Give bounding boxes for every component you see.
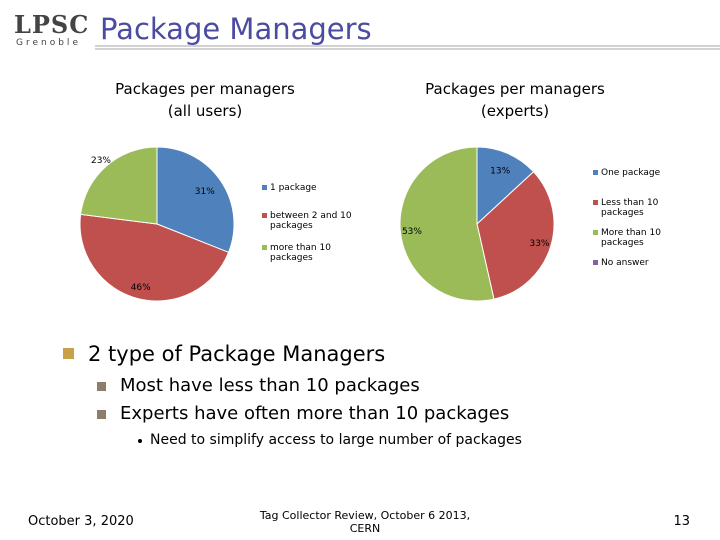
bullet-icon xyxy=(138,439,142,443)
legend-label: No answer xyxy=(601,258,649,268)
pie-slice xyxy=(156,146,235,253)
bullet-subsub: Need to simplify access to large number … xyxy=(150,432,522,448)
legend-label: between 2 and 10 packages xyxy=(270,211,352,231)
logo-sub: Grenoble xyxy=(16,38,81,48)
chart-title: Packages per managers xyxy=(115,80,295,98)
logo: LPSC xyxy=(14,10,90,39)
footer-center: CERN xyxy=(349,522,381,535)
data-label: 13% xyxy=(490,167,510,177)
legend-swatch xyxy=(262,213,267,218)
bullet-icon xyxy=(97,382,106,391)
legend-label: Less than 10 packages xyxy=(601,198,659,218)
chart-title: (experts) xyxy=(480,102,550,120)
bullet-sub: Experts have often more than 10 packages xyxy=(120,403,510,424)
legend-swatch xyxy=(262,245,267,250)
legend-label: 1 package xyxy=(270,183,317,193)
data-label: 23% xyxy=(91,156,111,166)
legend-swatch xyxy=(593,260,598,265)
pie-slice xyxy=(79,213,230,302)
legend-label: more than 10 packages xyxy=(270,243,331,263)
chart-title: (all users) xyxy=(167,102,243,120)
legend-swatch xyxy=(593,200,598,205)
legend-label: One package xyxy=(601,168,661,178)
pie-slice xyxy=(399,146,495,302)
footer-date: October 3, 2020 xyxy=(28,514,134,529)
chart-title: Packages per managers xyxy=(425,80,605,98)
legend-swatch xyxy=(593,230,598,235)
legend-swatch xyxy=(262,185,267,190)
legend-label: More than 10 packages xyxy=(601,228,661,248)
bullet-icon xyxy=(63,348,74,359)
data-label: 33% xyxy=(529,239,549,249)
data-label: 46% xyxy=(131,283,151,293)
pie-slice xyxy=(476,171,555,300)
legend-swatch xyxy=(593,170,598,175)
bullet-main: 2 type of Package Managers xyxy=(88,342,386,366)
slide-title: Package Managers xyxy=(100,12,372,46)
bullet-sub: Most have less than 10 packages xyxy=(120,375,420,396)
page-number: 13 xyxy=(673,514,690,529)
pie-slice xyxy=(476,146,535,226)
bullet-icon xyxy=(97,410,106,419)
data-label: 53% xyxy=(402,227,422,237)
pie-slice xyxy=(80,146,158,225)
data-label: 31% xyxy=(195,187,215,197)
footer-center: Tag Collector Review, October 6 2013, xyxy=(259,509,471,522)
